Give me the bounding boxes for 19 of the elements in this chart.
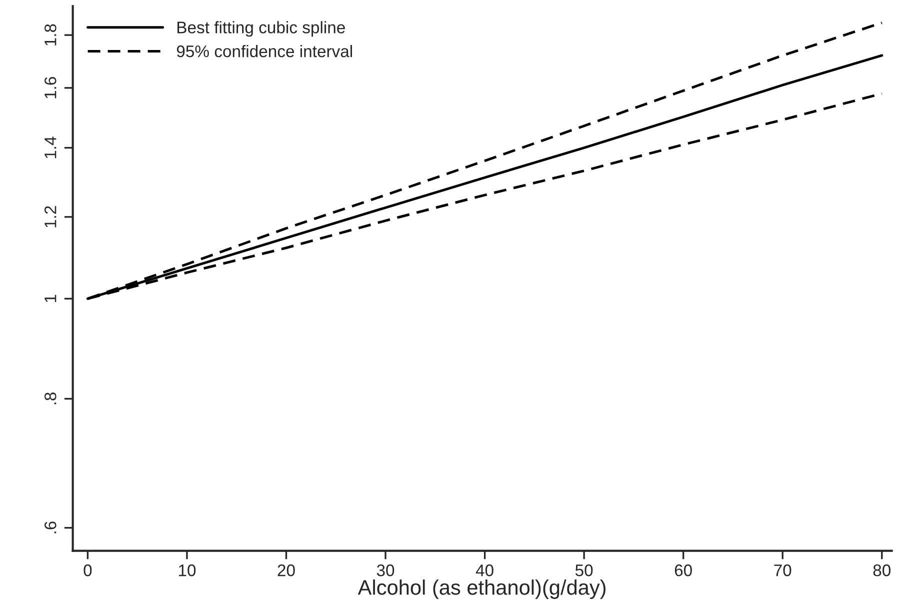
y-tick-label: 1.2 xyxy=(44,206,56,228)
x-tick-label: 0 xyxy=(84,564,92,576)
x-tick-label: 30 xyxy=(376,564,394,576)
x-tick-label: 80 xyxy=(873,564,890,576)
x-tick-label: 50 xyxy=(575,564,593,576)
x-tick-label: 60 xyxy=(674,564,692,576)
y-tick-label: 1.4 xyxy=(44,136,56,158)
x-tick-label: 40 xyxy=(476,564,494,576)
y-tick-label: 1.6 xyxy=(44,77,56,98)
y-tick-label: .6 xyxy=(44,522,56,534)
x-tick-label: 20 xyxy=(278,564,295,576)
y-tick-label: 1 xyxy=(44,294,56,302)
y-tick-label: .8 xyxy=(44,392,56,404)
x-axis-title: Alcohol (as ethanol)(g/day) xyxy=(358,580,606,599)
legend-label: Best fitting cubic spline xyxy=(178,21,345,37)
x-tick-label: 70 xyxy=(774,564,792,576)
legend-label: 95% confidence interval xyxy=(176,44,352,58)
y-tick-label: 1.8 xyxy=(44,24,56,46)
x-tick-label: 10 xyxy=(178,564,196,576)
